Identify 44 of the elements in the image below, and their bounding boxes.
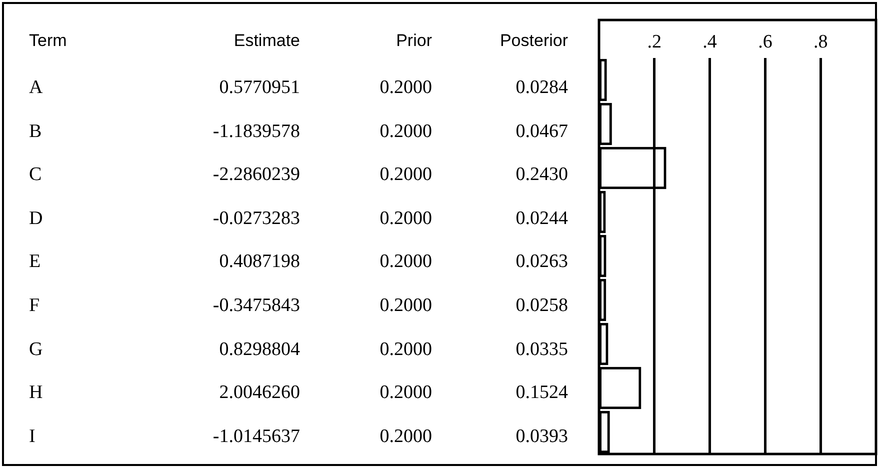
category-label: A xyxy=(29,77,43,99)
data-label: 0.8298804 xyxy=(219,338,300,361)
data-label: -1.0145637 xyxy=(212,426,300,448)
data-label: 0.0244 xyxy=(516,208,568,230)
data-label: 0.2000 xyxy=(380,120,432,143)
data-label: 0.2000 xyxy=(380,77,432,99)
text: Posterior xyxy=(500,31,568,51)
category-label: E xyxy=(29,251,41,274)
data-label: 0.0258 xyxy=(516,295,568,317)
text: Estimate xyxy=(234,31,300,51)
text: Prior xyxy=(396,31,432,51)
category-label: H xyxy=(29,382,43,404)
data-label: -1.1839578 xyxy=(212,120,300,143)
data-label: -0.0273283 xyxy=(212,208,300,230)
category-label: G xyxy=(29,338,43,361)
data-label: 0.5770951 xyxy=(219,77,300,99)
data-label: 0.0263 xyxy=(516,251,568,274)
data-label: 0.2000 xyxy=(380,426,432,448)
data-label: 0.2000 xyxy=(380,338,432,361)
data-label: 0.2000 xyxy=(380,295,432,317)
x-tick-label: .2 xyxy=(647,32,662,53)
data-label: 0.2000 xyxy=(380,251,432,274)
data-label: 2.0046260 xyxy=(219,382,300,404)
data-label: 0.0284 xyxy=(516,77,568,99)
data-label: 0.2000 xyxy=(380,164,432,186)
x-tick-label: .4 xyxy=(702,32,718,53)
x-tick-label: .6 xyxy=(758,32,772,53)
data-label: 0.0467 xyxy=(516,120,568,143)
data-label: 0.2000 xyxy=(380,382,432,404)
x-tick-label: .8 xyxy=(813,32,828,53)
data-label: -2.2860239 xyxy=(212,164,300,186)
text: Term xyxy=(29,31,67,51)
data-label: 0.1524 xyxy=(516,382,568,404)
category-label: I xyxy=(29,426,36,448)
category-label: F xyxy=(29,295,40,317)
category-label: D xyxy=(29,208,43,230)
data-label: 0.2000 xyxy=(380,208,432,230)
category-label: C xyxy=(29,164,42,186)
category-label: B xyxy=(29,120,42,143)
data-label: 0.2430 xyxy=(516,164,568,186)
data-label: 0.4087198 xyxy=(219,251,300,274)
data-label: 0.0393 xyxy=(516,426,568,448)
data-label: 0.0335 xyxy=(516,338,568,361)
data-label: -0.3475843 xyxy=(212,295,300,317)
